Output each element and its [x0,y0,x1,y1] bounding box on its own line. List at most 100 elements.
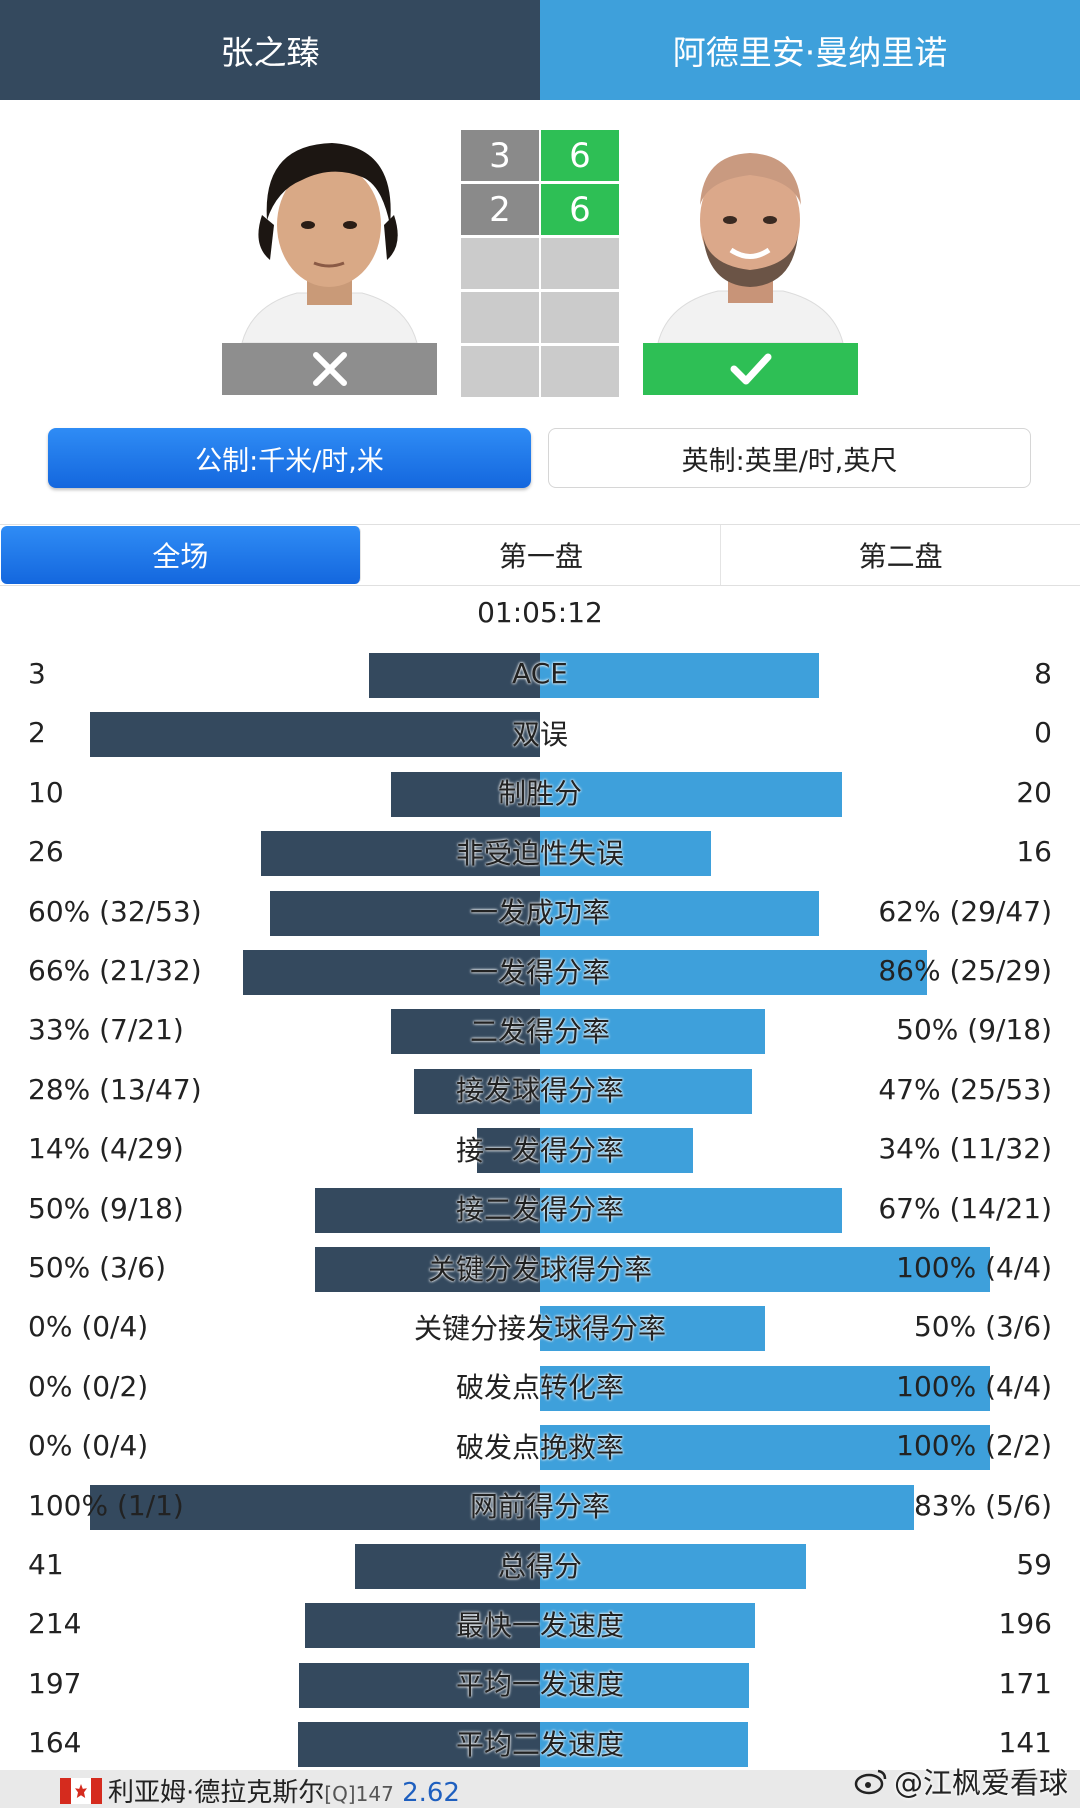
left-stat-bar [243,950,540,995]
right-stat-value: 100% (2/2) [896,1429,1052,1463]
left-stat-value: 50% (3/6) [28,1251,167,1284]
right-stat-value: 86% (25/29) [878,954,1052,987]
stat-label: 制胜分 [497,777,582,811]
left-stat-value: 0% (0/4) [28,1310,149,1344]
next-player-odds: 2.62 [402,1778,460,1808]
watermark-text: @江枫爱看球 [893,1766,1068,1800]
stat-label: 最快一发速度 [455,1608,624,1642]
stat-row: 非受迫性失误 26 16 [0,822,1080,881]
left-stat-bar [414,1068,540,1114]
left-stat-bar [298,1722,540,1768]
right-stat-bar [540,1544,806,1589]
stat-row: 网前得分率 100% (1/1) 83% (5/6) [0,1476,1080,1535]
next-match-info[interactable]: 利亚姆·德拉克斯尔[Q]147 2.62 [108,1772,460,1809]
stat-row: 一发得分率 66% (21/32) 86% (25/29) [0,941,1080,1000]
tab-set-1[interactable]: 第一盘 [362,525,722,585]
set3-left-score [461,238,539,289]
stat-row: 平均一发速度 197 171 [0,1654,1080,1713]
canada-flag-icon [60,1778,102,1804]
player-left-name[interactable]: 张之臻 [0,0,540,100]
stat-label: 破发点挽救率 [455,1430,624,1464]
right-stat-bar [540,1247,990,1292]
stat-row: 接一发得分率 14% (4/29) 34% (11/32) [0,1119,1080,1178]
stat-label: 一发成功率 [469,896,610,930]
close-icon [312,352,347,386]
right-stat-bar [540,831,711,877]
left-stat-bar [477,1128,540,1174]
left-stat-value: 0% (0/2) [28,1369,149,1403]
stat-row: 双误 2 0 [0,703,1080,762]
stat-row: 最快一发速度 214 196 [0,1594,1080,1653]
tab-full-match[interactable]: 全场 [1,526,361,584]
left-stat-value: 28% (13/47) [28,1072,202,1106]
right-stat-value: 83% (5/6) [913,1488,1052,1522]
left-stat-value: 10 [28,775,64,809]
left-stat-value: 33% (7/21) [28,1013,184,1047]
right-stat-bar [540,1128,693,1174]
left-stat-bar [391,771,540,817]
right-stat-value: 141 [998,1726,1052,1760]
stat-row: 平均二发速度 164 141 [0,1713,1080,1772]
stat-row: ACE 3 8 [0,644,1080,703]
set2-right-score: 6 [541,184,619,235]
right-stat-bar [540,653,819,698]
stat-row: 破发点挽救率 0% (0/4) 100% (2/2) [0,1416,1080,1475]
stat-label: 接一发得分率 [455,1133,624,1167]
right-stat-bar [540,1306,765,1352]
right-stat-value: 62% (29/47) [878,894,1052,928]
left-stat-bar [299,1662,540,1708]
player-right-photo[interactable] [643,125,858,395]
right-stat-value: 0 [1034,716,1052,750]
left-stat-value: 60% (32/53) [28,894,202,928]
set1-left-score: 3 [461,130,539,181]
left-stat-value: 50% (9/18) [28,1191,184,1225]
left-stat-value: 66% (21/32) [28,954,202,987]
right-stat-bar [540,771,842,817]
stat-label: 二发得分率 [469,1014,610,1048]
stat-row: 接发球得分率 28% (13/47) 47% (25/53) [0,1060,1080,1119]
set4-left-score [461,292,539,343]
right-stat-bar [540,1722,748,1768]
left-stat-bar [391,1009,540,1055]
stat-label: 平均二发速度 [455,1727,624,1761]
stat-label: 关键分发球得分率 [427,1252,652,1286]
left-stat-value: 2 [28,716,46,750]
set5-left-score [461,346,539,397]
right-stat-bar [540,1662,749,1708]
right-stat-value: 8 [1034,657,1052,690]
left-stat-bar [90,712,540,758]
imperial-units-button[interactable]: 英制:英里/时,英尺 [548,428,1031,488]
right-stat-bar [540,950,927,995]
metric-units-button[interactable]: 公制:千米/时,米 [48,428,531,488]
stat-row: 总得分 41 59 [0,1535,1080,1594]
set2-left-score: 2 [461,184,539,235]
set3-right-score [541,238,619,289]
stat-label: 网前得分率 [469,1490,610,1524]
stat-label: 平均一发速度 [455,1668,624,1702]
right-stat-value: 50% (3/6) [913,1310,1052,1344]
right-stat-bar [540,1187,842,1233]
tab-set-2[interactable]: 第二盘 [858,540,943,573]
set5-right-score [541,346,619,397]
left-stat-value: 14% (4/29) [28,1132,184,1166]
player-right-name[interactable]: 阿德里安·曼纳里诺 [540,0,1080,100]
left-stat-value: 214 [28,1607,82,1641]
stat-row: 关键分发球得分率 50% (3/6) 100% (4/4) [0,1238,1080,1297]
stat-row: 破发点转化率 0% (0/2) 100% (4/4) [0,1357,1080,1416]
left-stat-bar [315,1247,540,1292]
stat-row: 制胜分 10 20 [0,763,1080,822]
stat-label: 接发球得分率 [455,1074,624,1108]
right-stat-value: 20 [1016,775,1052,809]
stat-label: 接二发得分率 [455,1193,624,1227]
left-stat-value: 0% (0/4) [28,1429,149,1463]
player-left-photo[interactable] [222,125,437,395]
stat-label: 非受迫性失误 [455,836,624,870]
right-stat-value: 100% (4/4) [896,1251,1052,1284]
match-duration: 01:05:12 [477,596,603,629]
stat-label: 总得分 [497,1549,582,1583]
loss-indicator [222,343,437,395]
stat-row: 关键分接发球得分率 0% (0/4) 50% (3/6) [0,1297,1080,1356]
left-stat-value: 100% (1/1) [28,1488,184,1522]
stat-label: 关键分接发球得分率 [413,1311,666,1345]
player-right-avatar [643,125,858,343]
